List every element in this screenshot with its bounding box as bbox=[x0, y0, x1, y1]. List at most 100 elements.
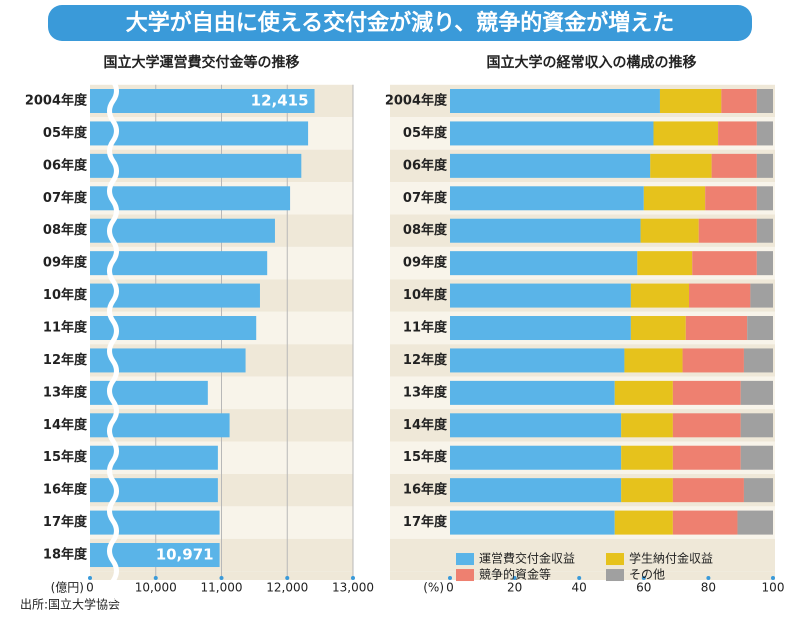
legend-label: 競争的資金等 bbox=[479, 567, 551, 582]
bar-segment bbox=[756, 153, 773, 178]
bar-segment bbox=[682, 348, 744, 373]
bar-segment bbox=[621, 478, 673, 503]
bar-segment bbox=[743, 348, 773, 373]
bar-segment bbox=[756, 89, 773, 113]
title-banner bbox=[48, 5, 752, 41]
y-tick-label: 17年度 bbox=[43, 514, 88, 530]
bar bbox=[90, 186, 291, 211]
bar-segment bbox=[450, 251, 638, 276]
legend-swatch bbox=[606, 569, 624, 582]
tick-dot bbox=[706, 576, 711, 580]
tick-dot bbox=[88, 576, 92, 580]
bar-segment bbox=[637, 251, 693, 276]
bar-segment bbox=[621, 413, 673, 438]
x-tick-label: 13,000 bbox=[332, 581, 374, 595]
bar-segment bbox=[672, 380, 741, 405]
bar-segment bbox=[721, 89, 757, 113]
bar-segment bbox=[743, 478, 773, 503]
bar-segment bbox=[450, 348, 625, 373]
page-title: 大学が自由に使える交付金が減り、競争的資金が増えた bbox=[126, 10, 674, 36]
y-tick-label: 16年度 bbox=[403, 482, 448, 498]
y-tick-label: 09年度 bbox=[43, 255, 88, 271]
y-tick-label: 14年度 bbox=[403, 417, 448, 433]
bar-segment bbox=[756, 121, 773, 146]
y-tick-label: 12年度 bbox=[43, 352, 88, 368]
bar-segment bbox=[643, 186, 706, 211]
bar bbox=[90, 121, 309, 146]
bar-segment bbox=[740, 413, 773, 438]
bar-segment bbox=[450, 218, 641, 243]
bar-segment bbox=[450, 89, 660, 113]
y-tick-label: 13年度 bbox=[43, 384, 88, 400]
y-tick-label: 12年度 bbox=[403, 352, 448, 368]
y-tick-label: 08年度 bbox=[403, 222, 448, 238]
bar-segment bbox=[659, 89, 722, 113]
bar-segment bbox=[737, 510, 773, 535]
y-tick-label: 17年度 bbox=[403, 514, 448, 530]
y-tick-label: 05年度 bbox=[43, 125, 88, 141]
data-label: 10,971 bbox=[156, 546, 214, 564]
x-tick-label: 40 bbox=[572, 581, 587, 595]
x-tick-label: 0 bbox=[86, 581, 94, 595]
bar-segment bbox=[630, 316, 686, 341]
bar-segment bbox=[614, 510, 673, 535]
legend-swatch bbox=[456, 553, 474, 566]
bar-segment bbox=[756, 218, 773, 243]
x-tick-label: 10,000 bbox=[135, 581, 177, 595]
y-tick-label: 07年度 bbox=[403, 190, 448, 206]
bar-segment bbox=[711, 153, 757, 178]
bar-segment bbox=[450, 316, 631, 341]
bar-segment bbox=[672, 510, 738, 535]
x-tick-label: 20 bbox=[507, 581, 522, 595]
tick-dot bbox=[577, 576, 582, 580]
y-tick-label: 15年度 bbox=[403, 449, 448, 465]
bar bbox=[90, 218, 275, 243]
x-tick-label: 12,000 bbox=[266, 581, 308, 595]
bar bbox=[90, 251, 268, 276]
bar-segment bbox=[756, 251, 773, 276]
y-tick-label: 16年度 bbox=[43, 482, 88, 498]
bar-segment bbox=[705, 186, 757, 211]
bar-segment bbox=[450, 380, 615, 405]
bar-segment bbox=[653, 121, 719, 146]
x-tick-label: 60 bbox=[636, 581, 651, 595]
bar-segment bbox=[614, 380, 673, 405]
legend-label: 学生納付金収益 bbox=[629, 551, 713, 566]
bar-segment bbox=[672, 478, 744, 503]
bar-segment bbox=[750, 283, 773, 308]
y-tick-label: 10年度 bbox=[403, 287, 448, 303]
bar-segment bbox=[450, 121, 654, 146]
bar-segment bbox=[450, 445, 622, 470]
y-tick-label: 06年度 bbox=[43, 157, 88, 173]
bar-segment bbox=[672, 445, 741, 470]
y-tick-label: 11年度 bbox=[43, 320, 88, 336]
bar-segment bbox=[740, 445, 773, 470]
y-tick-label: 09年度 bbox=[403, 255, 448, 271]
bar-segment bbox=[450, 510, 615, 535]
bar-segment bbox=[689, 283, 751, 308]
bar-segment bbox=[718, 121, 757, 146]
tick-dot bbox=[771, 576, 775, 580]
bar bbox=[90, 89, 315, 113]
y-tick-label: 07年度 bbox=[43, 190, 88, 206]
axis-break bbox=[107, 79, 119, 603]
y-tick-label: 10年度 bbox=[43, 287, 88, 303]
y-tick-label: 05年度 bbox=[403, 125, 448, 141]
x-unit-label: (%) bbox=[423, 581, 444, 595]
bar-segment bbox=[692, 251, 757, 276]
y-tick-label: 2004年度 bbox=[25, 93, 88, 109]
bar-segment bbox=[450, 478, 622, 503]
y-tick-label: 18年度 bbox=[43, 547, 88, 563]
bar-segment bbox=[756, 186, 773, 211]
x-tick-label: 0 bbox=[446, 581, 454, 595]
tick-dot bbox=[285, 576, 290, 580]
y-tick-label: 14年度 bbox=[43, 417, 88, 433]
x-unit-label: (億円) bbox=[51, 581, 84, 595]
bar-segment bbox=[624, 348, 683, 373]
bar bbox=[90, 510, 220, 535]
bar-segment bbox=[450, 153, 651, 178]
chart-title: 国立大学の経常収入の構成の推移 bbox=[487, 54, 697, 71]
tick-dot bbox=[153, 576, 158, 580]
bar-segment bbox=[621, 445, 673, 470]
